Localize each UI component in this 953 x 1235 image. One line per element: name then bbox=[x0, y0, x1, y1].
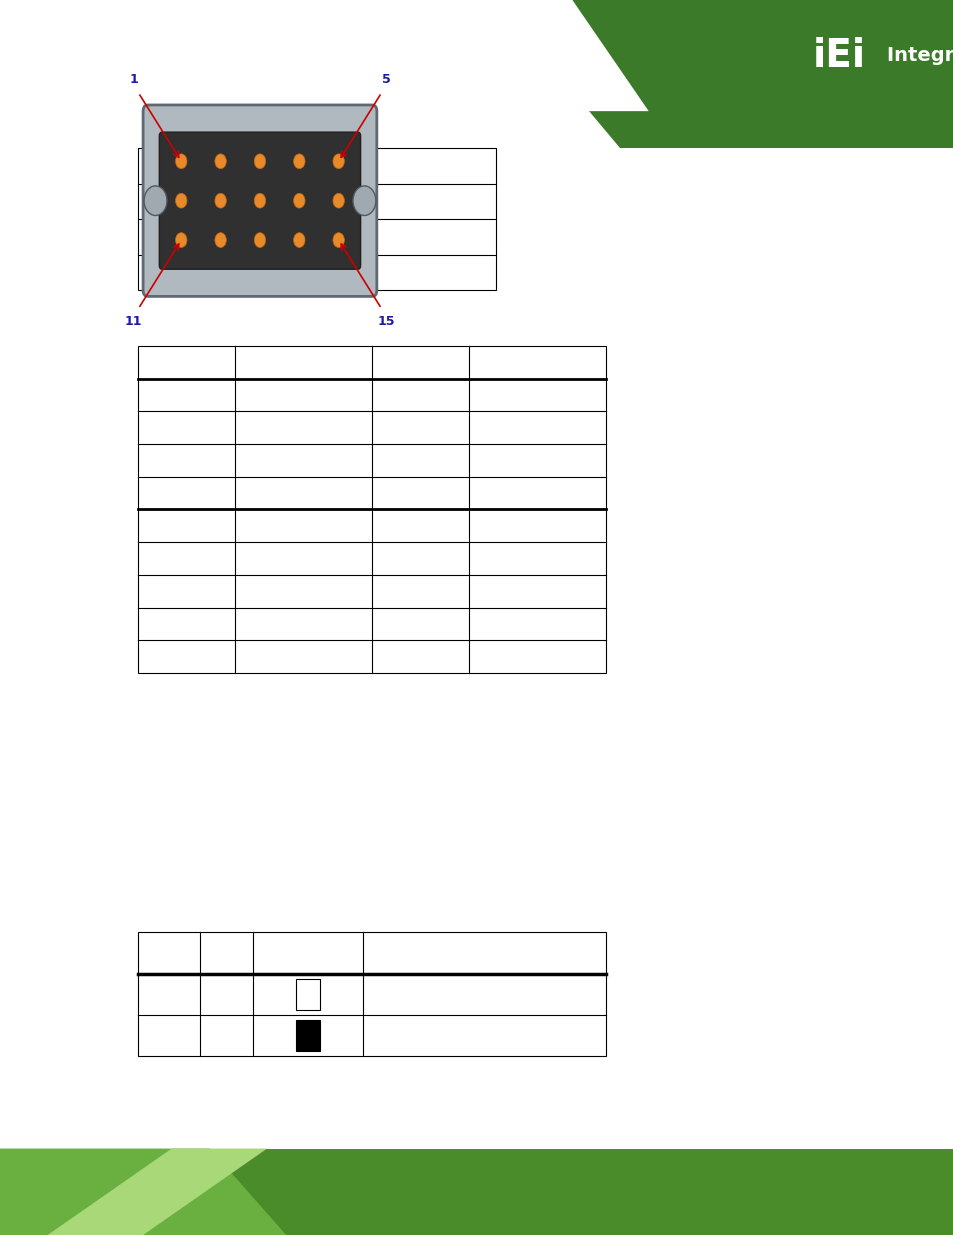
Bar bbox=[295, 1020, 319, 1051]
Text: Integration Corp.: Integration Corp. bbox=[886, 46, 953, 65]
Circle shape bbox=[333, 193, 344, 209]
Circle shape bbox=[353, 186, 375, 216]
FancyBboxPatch shape bbox=[159, 132, 360, 269]
Polygon shape bbox=[48, 1149, 267, 1235]
Circle shape bbox=[144, 186, 167, 216]
Circle shape bbox=[214, 193, 226, 209]
Circle shape bbox=[333, 154, 344, 169]
Bar bbox=[0, 1149, 953, 1235]
Circle shape bbox=[175, 193, 187, 209]
Circle shape bbox=[214, 154, 226, 169]
Circle shape bbox=[253, 193, 265, 209]
Text: 1: 1 bbox=[129, 73, 138, 86]
Text: 11: 11 bbox=[125, 315, 142, 329]
Text: 5: 5 bbox=[381, 73, 391, 86]
Polygon shape bbox=[334, 0, 648, 111]
Circle shape bbox=[214, 232, 226, 247]
Circle shape bbox=[294, 193, 305, 209]
Circle shape bbox=[294, 232, 305, 247]
Circle shape bbox=[253, 232, 265, 247]
Text: iEi: iEi bbox=[812, 37, 865, 74]
Bar bbox=[138, 932, 605, 1056]
FancyBboxPatch shape bbox=[143, 105, 376, 296]
Bar bbox=[295, 978, 319, 1010]
Polygon shape bbox=[362, 0, 953, 86]
Text: 15: 15 bbox=[377, 315, 395, 329]
Circle shape bbox=[175, 232, 187, 247]
Polygon shape bbox=[496, 0, 953, 148]
Polygon shape bbox=[0, 1149, 286, 1235]
Circle shape bbox=[175, 154, 187, 169]
Bar bbox=[0, 0, 953, 111]
Circle shape bbox=[333, 232, 344, 247]
Circle shape bbox=[294, 154, 305, 169]
Circle shape bbox=[253, 154, 265, 169]
Bar bbox=[138, 346, 605, 673]
Bar bbox=[138, 148, 496, 290]
